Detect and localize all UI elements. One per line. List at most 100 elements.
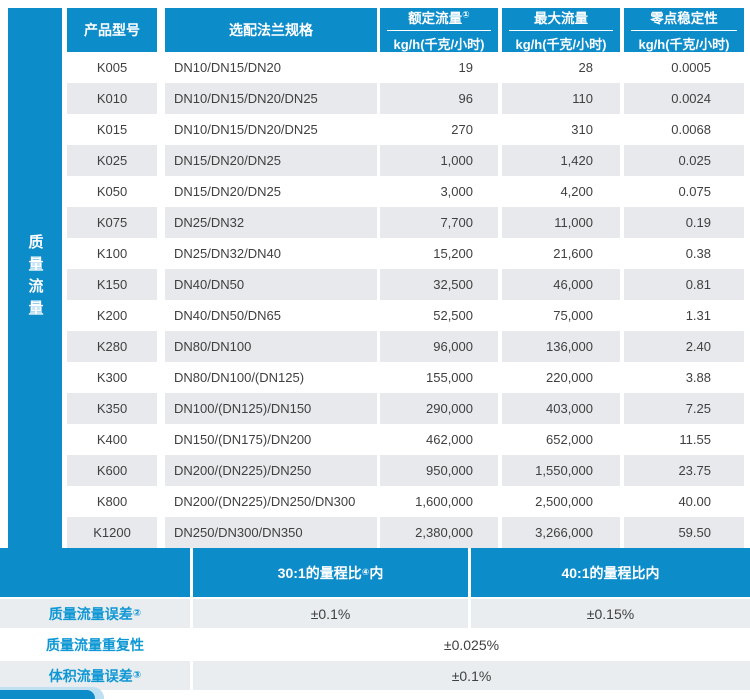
accuracy-header-row: 30:1的量程比 ④ 内 40:1的量程比内 [0,548,750,597]
volume-flow-error-label: 体积流量误差 ③ [0,661,190,690]
flange-spec-cell: DN10/DN15/DN20/DN25 [165,83,377,114]
zero-stability-cell: 0.38 [624,238,744,269]
product-model-cell: K350 [67,393,157,424]
table-row: K150 DN40/DN50 32,500 46,000 0.81 [67,269,744,300]
product-model-cell: K300 [67,362,157,393]
table-body: K005 DN10/DN15/DN20 19 28 0.0005 K010 DN… [67,52,744,548]
max-flow-cell: 28 [502,52,620,83]
flange-spec-cell: DN200/(DN225)/DN250/DN300 [165,486,377,517]
mass-flow-error-40-value: ±0.15% [471,599,750,628]
header-flange-spec: 选配法兰规格 [165,8,377,52]
rated-flow-cell: 96 [380,83,498,114]
flange-spec-cell: DN150/(DN175)/DN200 [165,424,377,455]
flange-spec-cell: DN15/DN20/DN25 [165,176,377,207]
max-flow-cell: 46,000 [502,269,620,300]
zero-stability-cell: 0.025 [624,145,744,176]
rated-flow-cell: 52,500 [380,300,498,331]
table-row: K300 DN80/DN100/(DN125) 155,000 220,000 … [67,362,744,393]
rated-flow-cell: 950,000 [380,455,498,486]
repeatability-label: 质量流量重复性 [0,630,190,659]
flange-spec-cell: DN40/DN50/DN65 [165,300,377,331]
product-model-cell: K400 [67,424,157,455]
rated-flow-cell: 1,600,000 [380,486,498,517]
max-flow-cell: 4,200 [502,176,620,207]
zero-stability-cell: 0.81 [624,269,744,300]
flange-spec-cell: DN80/DN100/(DN125) [165,362,377,393]
max-flow-cell: 220,000 [502,362,620,393]
product-model-cell: K075 [67,207,157,238]
table-row: K010 DN10/DN15/DN20/DN25 96 110 0.0024 [67,83,744,114]
flange-spec-cell: DN10/DN15/DN20 [165,52,377,83]
sidebar-vertical-label: 质量流量 [26,234,44,322]
product-model-cell: K600 [67,455,157,486]
rated-flow-cell: 32,500 [380,269,498,300]
flange-spec-cell: DN25/DN32/DN40 [165,238,377,269]
zero-stability-unit: kg/h(千克/小时) [638,37,730,52]
table-row: K350 DN100/(DN125)/DN150 290,000 403,000… [67,393,744,424]
flange-spec-cell: DN80/DN100 [165,331,377,362]
product-model-cell: K200 [67,300,157,331]
max-flow-cell: 2,500,000 [502,486,620,517]
accuracy-section: 30:1的量程比 ④ 内 40:1的量程比内 质量流量误差 ② ±0.1% ±0.15… [0,548,750,690]
max-flow-cell: 11,000 [502,207,620,238]
table-row: K025 DN15/DN20/DN25 1,000 1,420 0.025 [67,145,744,176]
zero-stability-cell: 1.31 [624,300,744,331]
accuracy-header-spacer [0,548,190,597]
turndown-40-header: 40:1的量程比内 [471,548,750,597]
product-model-cell: K1200 [67,517,157,548]
mass-flow-sidebar: 质量流量 [8,8,62,548]
max-flow-cell: 3,266,000 [502,517,620,548]
rated-flow-cell: 462,000 [380,424,498,455]
repeatability-row: 质量流量重复性 ±0.025% [0,630,750,659]
footnote-mark-3: ③ [132,670,142,681]
flange-spec-cell: DN15/DN20/DN25 [165,145,377,176]
max-flow-cell: 75,000 [502,300,620,331]
flange-spec-cell: DN40/DN50 [165,269,377,300]
table-row: K280 DN80/DN100 96,000 136,000 2.40 [67,331,744,362]
flange-spec-cell: DN25/DN32 [165,207,377,238]
max-flow-cell: 136,000 [502,331,620,362]
table-row: K015 DN10/DN15/DN20/DN25 270 310 0.0068 [67,114,744,145]
max-flow-cell: 110 [502,83,620,114]
zero-stability-cell: 0.0068 [624,114,744,145]
zero-stability-cell: 0.075 [624,176,744,207]
table-row: K800 DN200/(DN225)/DN250/DN300 1,600,000… [67,486,744,517]
rated-flow-cell: 96,000 [380,331,498,362]
repeatability-value: ±0.025% [193,630,750,659]
table-row: K005 DN10/DN15/DN20 19 28 0.0005 [67,52,744,83]
volume-flow-error-value: ±0.1% [193,661,750,690]
flange-spec-cell: DN100/(DN125)/DN150 [165,393,377,424]
zero-stability-cell: 11.55 [624,424,744,455]
product-model-cell: K010 [67,83,157,114]
zero-stability-cell: 0.19 [624,207,744,238]
table-row: K400 DN150/(DN175)/DN200 462,000 652,000… [67,424,744,455]
zero-stability-cell: 23.75 [624,455,744,486]
table-row: K100 DN25/DN32/DN40 15,200 21,600 0.38 [67,238,744,269]
footnote-mark-1: ① [462,9,470,20]
product-model-cell: K005 [67,52,157,83]
table-row: K600 DN200/(DN225)/DN250 950,000 1,550,0… [67,455,744,486]
rated-flow-cell: 15,200 [380,238,498,269]
rated-flow-unit: kg/h(千克/小时) [393,37,485,52]
flange-spec-cell: DN250/DN300/DN350 [165,517,377,548]
header-rated-flow: 额定流量① kg/h(千克/小时) [380,8,498,52]
product-model-cell: K280 [67,331,157,362]
max-flow-cell: 1,550,000 [502,455,620,486]
flange-spec-cell: DN10/DN15/DN20/DN25 [165,114,377,145]
max-flow-unit: kg/h(千克/小时) [515,37,607,52]
footnote-mark-4: ④ [361,567,370,577]
product-model-cell: K050 [67,176,157,207]
footnote-mark-2: ② [132,608,142,619]
rated-flow-cell: 1,000 [380,145,498,176]
rated-flow-cell: 19 [380,52,498,83]
decorative-swoosh [0,690,95,699]
volume-flow-error-row: 体积流量误差 ③ ±0.1% [0,661,750,690]
table-row: K1200 DN250/DN300/DN350 2,380,000 3,266,… [67,517,744,548]
flange-spec-cell: DN200/(DN225)/DN250 [165,455,377,486]
product-model-cell: K025 [67,145,157,176]
zero-stability-cell: 3.88 [624,362,744,393]
zero-stability-cell: 2.40 [624,331,744,362]
header-zero-stability: 零点稳定性 kg/h(千克/小时) [624,8,744,52]
zero-stability-cell: 40.00 [624,486,744,517]
